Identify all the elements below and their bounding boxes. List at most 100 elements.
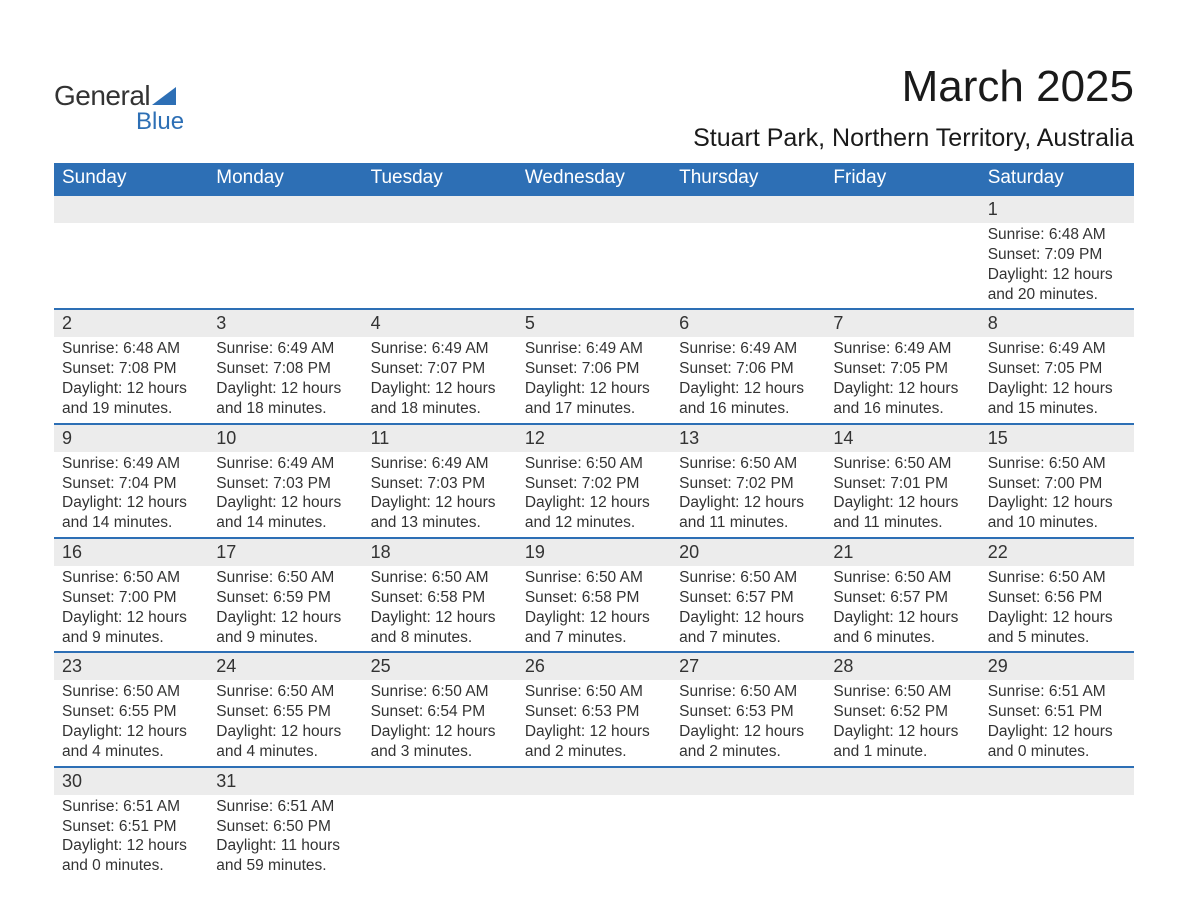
day-number-cell: 11 [363, 424, 517, 452]
sunrise-text: Sunrise: 6:50 AM [62, 682, 200, 702]
day-number-cell: 13 [671, 424, 825, 452]
content-row: Sunrise: 6:50 AMSunset: 6:55 PMDaylight:… [54, 680, 1134, 766]
empty-daynum-cell [980, 767, 1134, 795]
dl1-text: Daylight: 12 hours [62, 836, 200, 856]
sunset-text: Sunset: 6:57 PM [679, 588, 817, 608]
day-number-cell: 28 [825, 652, 979, 680]
sunset-text: Sunset: 6:54 PM [371, 702, 509, 722]
empty-content-cell [671, 223, 825, 309]
dl2-text: and 17 minutes. [525, 399, 663, 419]
day-content-cell: Sunrise: 6:50 AMSunset: 6:59 PMDaylight:… [208, 566, 362, 652]
sunrise-text: Sunrise: 6:51 AM [988, 682, 1126, 702]
sunset-text: Sunset: 7:05 PM [833, 359, 971, 379]
dl1-text: Daylight: 12 hours [833, 608, 971, 628]
day-number-cell: 1 [980, 195, 1134, 223]
day-number-cell: 21 [825, 538, 979, 566]
sunset-text: Sunset: 7:02 PM [525, 474, 663, 494]
dl2-text: and 59 minutes. [216, 856, 354, 876]
sunset-text: Sunset: 7:08 PM [216, 359, 354, 379]
sunrise-text: Sunrise: 6:51 AM [216, 797, 354, 817]
content-row: Sunrise: 6:48 AMSunset: 7:09 PMDaylight:… [54, 223, 1134, 309]
sunset-text: Sunset: 6:53 PM [525, 702, 663, 722]
dl2-text: and 7 minutes. [525, 628, 663, 648]
sunrise-text: Sunrise: 6:50 AM [679, 682, 817, 702]
dl1-text: Daylight: 12 hours [679, 608, 817, 628]
day-number-cell: 19 [517, 538, 671, 566]
dl1-text: Daylight: 12 hours [525, 608, 663, 628]
empty-content-cell [825, 223, 979, 309]
day-number-cell: 6 [671, 309, 825, 337]
dl2-text: and 5 minutes. [988, 628, 1126, 648]
dl1-text: Daylight: 12 hours [988, 608, 1126, 628]
sunrise-text: Sunrise: 6:50 AM [62, 568, 200, 588]
sunrise-text: Sunrise: 6:50 AM [371, 568, 509, 588]
day-number-cell: 8 [980, 309, 1134, 337]
calendar-head: Sunday Monday Tuesday Wednesday Thursday… [54, 163, 1134, 195]
dl1-text: Daylight: 12 hours [62, 379, 200, 399]
dl1-text: Daylight: 12 hours [216, 379, 354, 399]
sunrise-text: Sunrise: 6:48 AM [988, 225, 1126, 245]
dl2-text: and 13 minutes. [371, 513, 509, 533]
day-content-cell: Sunrise: 6:50 AMSunset: 6:58 PMDaylight:… [517, 566, 671, 652]
sunrise-text: Sunrise: 6:50 AM [988, 568, 1126, 588]
daynum-row: 9101112131415 [54, 424, 1134, 452]
dl1-text: Daylight: 12 hours [216, 608, 354, 628]
sunrise-text: Sunrise: 6:50 AM [525, 454, 663, 474]
day-content-cell: Sunrise: 6:50 AMSunset: 6:53 PMDaylight:… [517, 680, 671, 766]
empty-daynum-cell [671, 195, 825, 223]
day-content-cell: Sunrise: 6:50 AMSunset: 6:54 PMDaylight:… [363, 680, 517, 766]
sunset-text: Sunset: 6:59 PM [216, 588, 354, 608]
logo-brand1: General [54, 80, 150, 111]
dl2-text: and 10 minutes. [988, 513, 1126, 533]
sunrise-text: Sunrise: 6:49 AM [216, 339, 354, 359]
day-number-cell: 7 [825, 309, 979, 337]
sunset-text: Sunset: 7:02 PM [679, 474, 817, 494]
dl1-text: Daylight: 12 hours [679, 379, 817, 399]
dl2-text: and 9 minutes. [216, 628, 354, 648]
day-content-cell: Sunrise: 6:50 AMSunset: 7:01 PMDaylight:… [825, 452, 979, 538]
day-content-cell: Sunrise: 6:50 AMSunset: 6:56 PMDaylight:… [980, 566, 1134, 652]
calendar-body: 1 Sunrise: 6:48 AMSunset: 7:09 PMDayligh… [54, 195, 1134, 880]
empty-content-cell [517, 223, 671, 309]
sunrise-text: Sunrise: 6:49 AM [833, 339, 971, 359]
day-number-cell: 3 [208, 309, 362, 337]
dl2-text: and 11 minutes. [833, 513, 971, 533]
day-number-cell: 23 [54, 652, 208, 680]
dl1-text: Daylight: 12 hours [216, 722, 354, 742]
sunset-text: Sunset: 6:58 PM [371, 588, 509, 608]
empty-daynum-cell [208, 195, 362, 223]
day-number-cell: 16 [54, 538, 208, 566]
dl2-text: and 19 minutes. [62, 399, 200, 419]
dl2-text: and 15 minutes. [988, 399, 1126, 419]
sunset-text: Sunset: 6:51 PM [988, 702, 1126, 722]
day-number-cell: 14 [825, 424, 979, 452]
day-number-cell: 26 [517, 652, 671, 680]
day-number-cell: 9 [54, 424, 208, 452]
content-row: Sunrise: 6:50 AMSunset: 7:00 PMDaylight:… [54, 566, 1134, 652]
sunrise-text: Sunrise: 6:50 AM [216, 568, 354, 588]
day-number-cell: 24 [208, 652, 362, 680]
dl2-text: and 4 minutes. [216, 742, 354, 762]
sunset-text: Sunset: 6:52 PM [833, 702, 971, 722]
dl1-text: Daylight: 11 hours [216, 836, 354, 856]
daynum-row: 23242526272829 [54, 652, 1134, 680]
sunset-text: Sunset: 7:08 PM [62, 359, 200, 379]
sunset-text: Sunset: 6:55 PM [216, 702, 354, 722]
sunrise-text: Sunrise: 6:50 AM [988, 454, 1126, 474]
day-content-cell: Sunrise: 6:49 AMSunset: 7:08 PMDaylight:… [208, 337, 362, 423]
dl2-text: and 16 minutes. [679, 399, 817, 419]
day-content-cell: Sunrise: 6:50 AMSunset: 6:52 PMDaylight:… [825, 680, 979, 766]
dl1-text: Daylight: 12 hours [62, 722, 200, 742]
day-content-cell: Sunrise: 6:50 AMSunset: 6:55 PMDaylight:… [208, 680, 362, 766]
dl1-text: Daylight: 12 hours [679, 493, 817, 513]
sunset-text: Sunset: 6:58 PM [525, 588, 663, 608]
dl1-text: Daylight: 12 hours [988, 493, 1126, 513]
dl1-text: Daylight: 12 hours [62, 493, 200, 513]
empty-content-cell [363, 795, 517, 880]
dl2-text: and 14 minutes. [62, 513, 200, 533]
logo-triangle-icon [152, 87, 176, 105]
dl2-text: and 6 minutes. [833, 628, 971, 648]
day-number-cell: 31 [208, 767, 362, 795]
day-number-cell: 15 [980, 424, 1134, 452]
sunrise-text: Sunrise: 6:50 AM [525, 568, 663, 588]
